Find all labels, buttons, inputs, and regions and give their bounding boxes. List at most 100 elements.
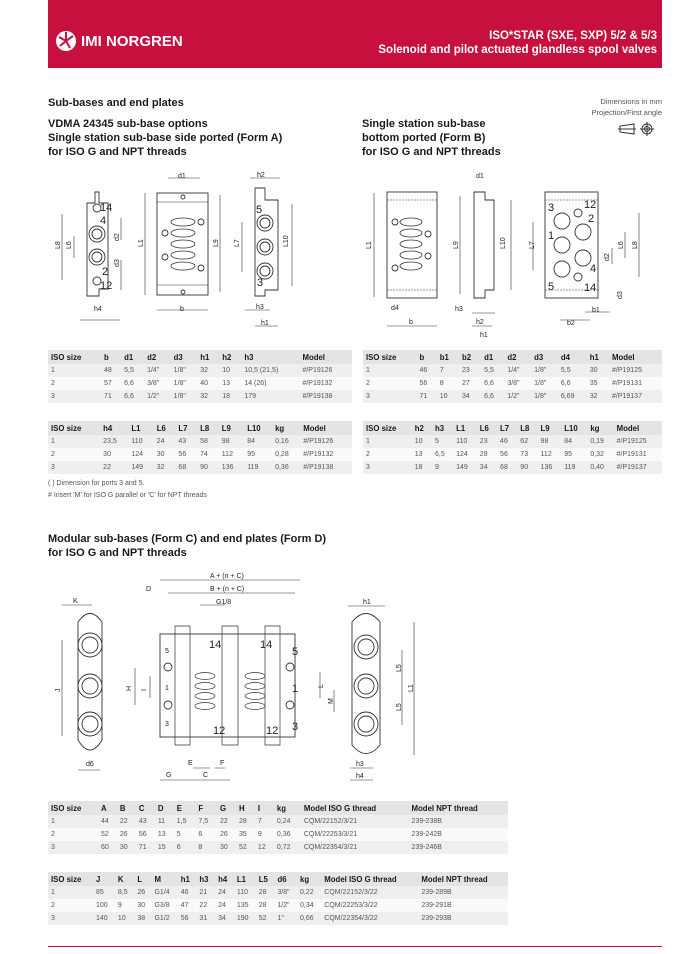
dimension-label: b1 (592, 307, 600, 314)
table-cell: #/P19131 (613, 448, 662, 461)
column-header: L7 (175, 421, 198, 435)
table-cell: 0,28 (272, 448, 301, 461)
column-header: Model NPT thread (418, 872, 508, 886)
table-cell: 46 (497, 435, 518, 448)
column-header: L10 (561, 421, 588, 435)
table-cell: 0,32 (587, 448, 614, 461)
port-label: 5 (292, 646, 298, 658)
table-cell: 0,16 (272, 435, 301, 448)
table-cell: 31 (196, 912, 216, 925)
table-cell: #/P19132 (299, 377, 352, 390)
table-cell: 32 (197, 364, 220, 377)
form-d-end-plate-right (319, 605, 415, 781)
table-cell: 30 (217, 841, 236, 854)
table-cell: #/P19138 (300, 461, 352, 474)
table-cell: 124 (453, 448, 477, 461)
table-cell: 62 (517, 435, 538, 448)
column-header: H (235, 801, 255, 815)
table-cell: G1/4 (151, 886, 178, 899)
table-cell: #/P19137 (613, 461, 662, 474)
form-a-side-view (61, 191, 122, 321)
table-cell: 23,5 (100, 435, 129, 448)
table-row: 2 13 6,5 124 28 56 73 112 95 0,32 #/P19131 (363, 448, 662, 461)
table-cell: 1 (48, 886, 94, 899)
table-cell: 112 (218, 448, 245, 461)
dimension-label: L9 (213, 239, 220, 247)
table-cell: 2 (363, 448, 412, 461)
table-cell: 32 (197, 390, 220, 403)
table-cell: 98 (537, 435, 562, 448)
table-cell: 3 (48, 912, 94, 925)
title-line-2: Solenoid and pilot actuated glandless sp… (378, 44, 657, 56)
table-cell: 24 (153, 435, 176, 448)
table-cell: 13 (219, 377, 242, 390)
table-cell: CQM/22354/3/22 (321, 912, 419, 925)
table-cell: 95 (561, 448, 588, 461)
dimension-label: h3 (356, 761, 364, 768)
dimension-label: h4 (356, 773, 364, 780)
table-cell: 1/4" (504, 364, 532, 377)
table-cell: 1/8" (531, 390, 558, 403)
table-cell: 3/8" (274, 886, 297, 899)
table-cell: 56 (175, 448, 198, 461)
port-label: 14 (100, 202, 112, 214)
table-cell: #/P19125 (613, 435, 662, 448)
table-cell: 10 (411, 435, 432, 448)
table-cell: 239-246B (408, 841, 508, 854)
table-cell: 239-242B (408, 828, 508, 841)
table-cell: CQM/22152/3/21 (300, 815, 409, 828)
column-header: Model ISO G thread (300, 801, 409, 815)
form-a-front-view (144, 177, 221, 311)
table-cell: 30 (116, 841, 136, 854)
table-cell: 239-291B (418, 899, 508, 912)
dimension-label: L10 (283, 235, 290, 247)
form-b-bottom-view (373, 191, 438, 327)
table-cell: 27 (458, 377, 482, 390)
table-cell: 1/8" (170, 377, 198, 390)
dimension-label: J (55, 689, 62, 693)
table-cell: 119 (244, 461, 273, 474)
column-header: A (97, 801, 117, 815)
table-cell: 239-293B (418, 912, 508, 925)
dimension-label: L7 (234, 239, 241, 247)
table-cell: 1/2" (274, 899, 297, 912)
table-cell: 34 (215, 912, 234, 925)
dimension-label: D (146, 586, 151, 593)
port-label: 14 (260, 639, 272, 651)
form-a-title-line: VDMA 24345 sub-base options (48, 118, 208, 130)
table-cell: 8 (436, 377, 459, 390)
table-cell: 190 (233, 912, 256, 925)
table-cell: 24 (215, 899, 234, 912)
column-header: h3 (431, 421, 454, 435)
table-cell: 135 (233, 899, 256, 912)
table-cell: 1 (48, 815, 98, 828)
table-row: 1 46 7 23 5,5 1/4" 1/8" 5,5 30 #/P19125 (363, 364, 662, 377)
table-cell: 5,5 (121, 364, 145, 377)
dimensions-note: Dimensions in mm Projection/First angle (592, 96, 662, 118)
table-cell: 46 (416, 364, 437, 377)
column-header: kg (272, 421, 301, 435)
column-header: ISO size (48, 350, 102, 364)
column-header: Model NPT thread (408, 801, 508, 815)
column-header: d3 (170, 350, 198, 364)
column-header: C (135, 801, 155, 815)
dimension-label: L1 (138, 239, 145, 247)
table-cell: 6,5 (431, 448, 454, 461)
column-header: F (195, 801, 218, 815)
table-cell: 2 (48, 377, 102, 390)
table-cell: 56 (497, 448, 518, 461)
column-header: Model ISO G thread (321, 872, 419, 886)
table-cell: 18 (219, 390, 242, 403)
table-cell: 14 (26) (241, 377, 300, 390)
port-label: 14 (584, 282, 596, 294)
column-header: b (101, 350, 122, 364)
column-header: L10 (244, 421, 273, 435)
port-label: 3 (165, 721, 169, 728)
dimension-label: E (188, 760, 193, 767)
dimension-label: B + (n + C) (210, 586, 244, 593)
table-cell: 1/8" (531, 364, 558, 377)
column-header: L1 (233, 872, 256, 886)
